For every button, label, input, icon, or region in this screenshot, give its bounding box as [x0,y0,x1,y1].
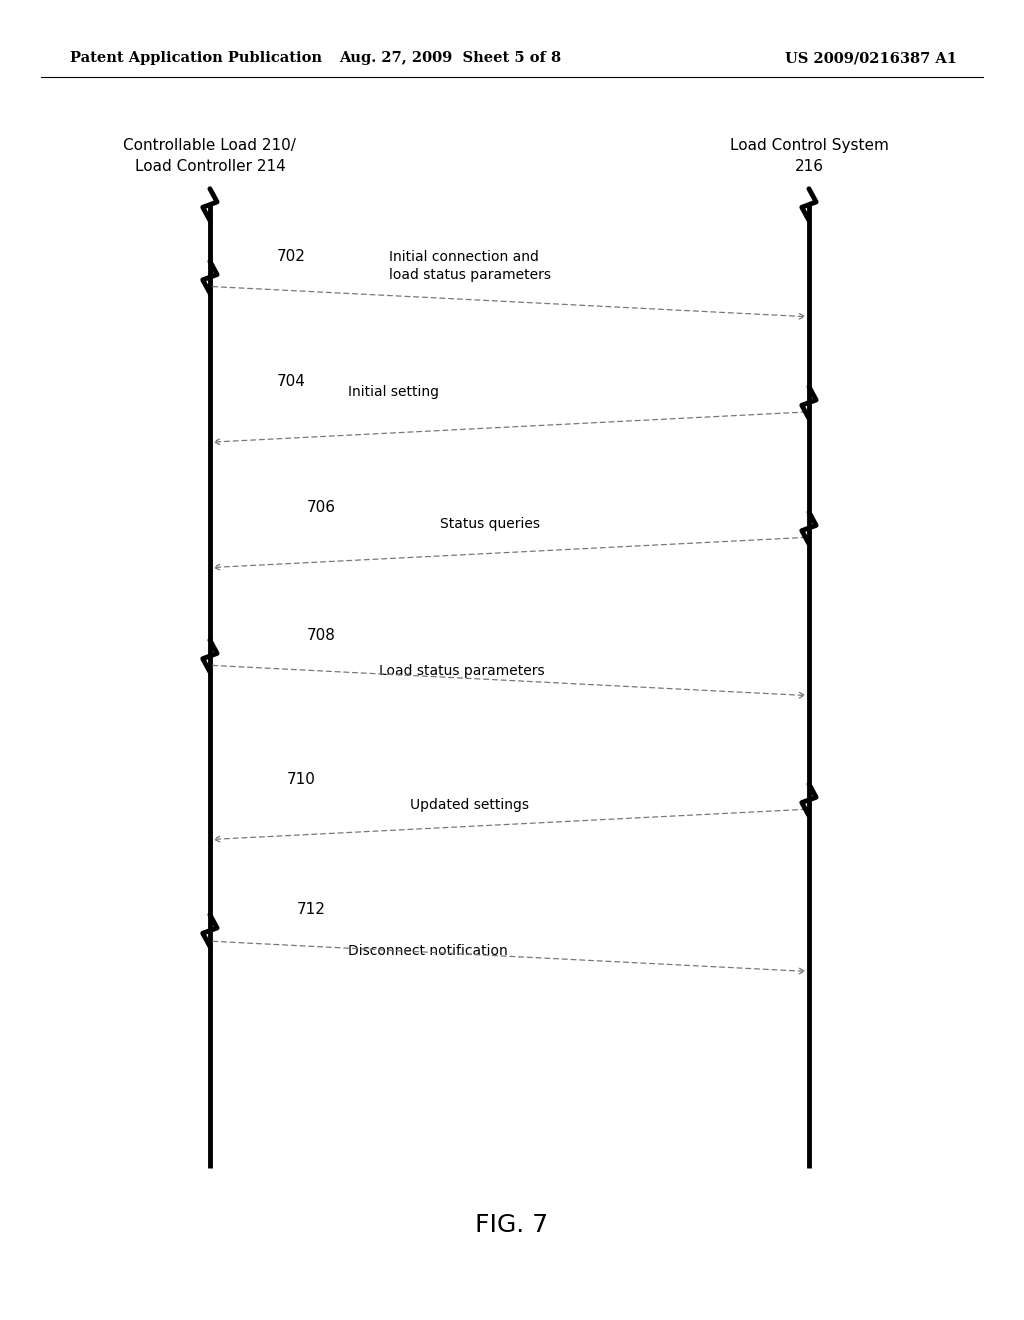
Text: 708: 708 [307,628,336,643]
Text: Load Control System: Load Control System [729,139,889,153]
Text: Patent Application Publication: Patent Application Publication [70,51,322,65]
Text: 704: 704 [276,375,305,389]
Text: Status queries: Status queries [440,516,541,531]
Text: Updated settings: Updated settings [410,797,528,812]
Text: 712: 712 [297,903,326,917]
Text: US 2009/0216387 A1: US 2009/0216387 A1 [785,51,957,65]
Text: 216: 216 [795,160,823,174]
Text: 710: 710 [287,772,315,787]
Text: Initial setting: Initial setting [348,384,439,399]
Text: load status parameters: load status parameters [389,268,551,282]
Text: Load status parameters: Load status parameters [379,664,545,678]
Text: 706: 706 [307,500,336,515]
Text: Disconnect notification: Disconnect notification [348,944,508,958]
Text: Controllable Load 210/: Controllable Load 210/ [124,139,296,153]
Text: Load Controller 214: Load Controller 214 [134,160,286,174]
Text: Aug. 27, 2009  Sheet 5 of 8: Aug. 27, 2009 Sheet 5 of 8 [340,51,561,65]
Text: FIG. 7: FIG. 7 [475,1213,549,1237]
Text: Initial connection and: Initial connection and [389,249,539,264]
Text: 702: 702 [276,249,305,264]
